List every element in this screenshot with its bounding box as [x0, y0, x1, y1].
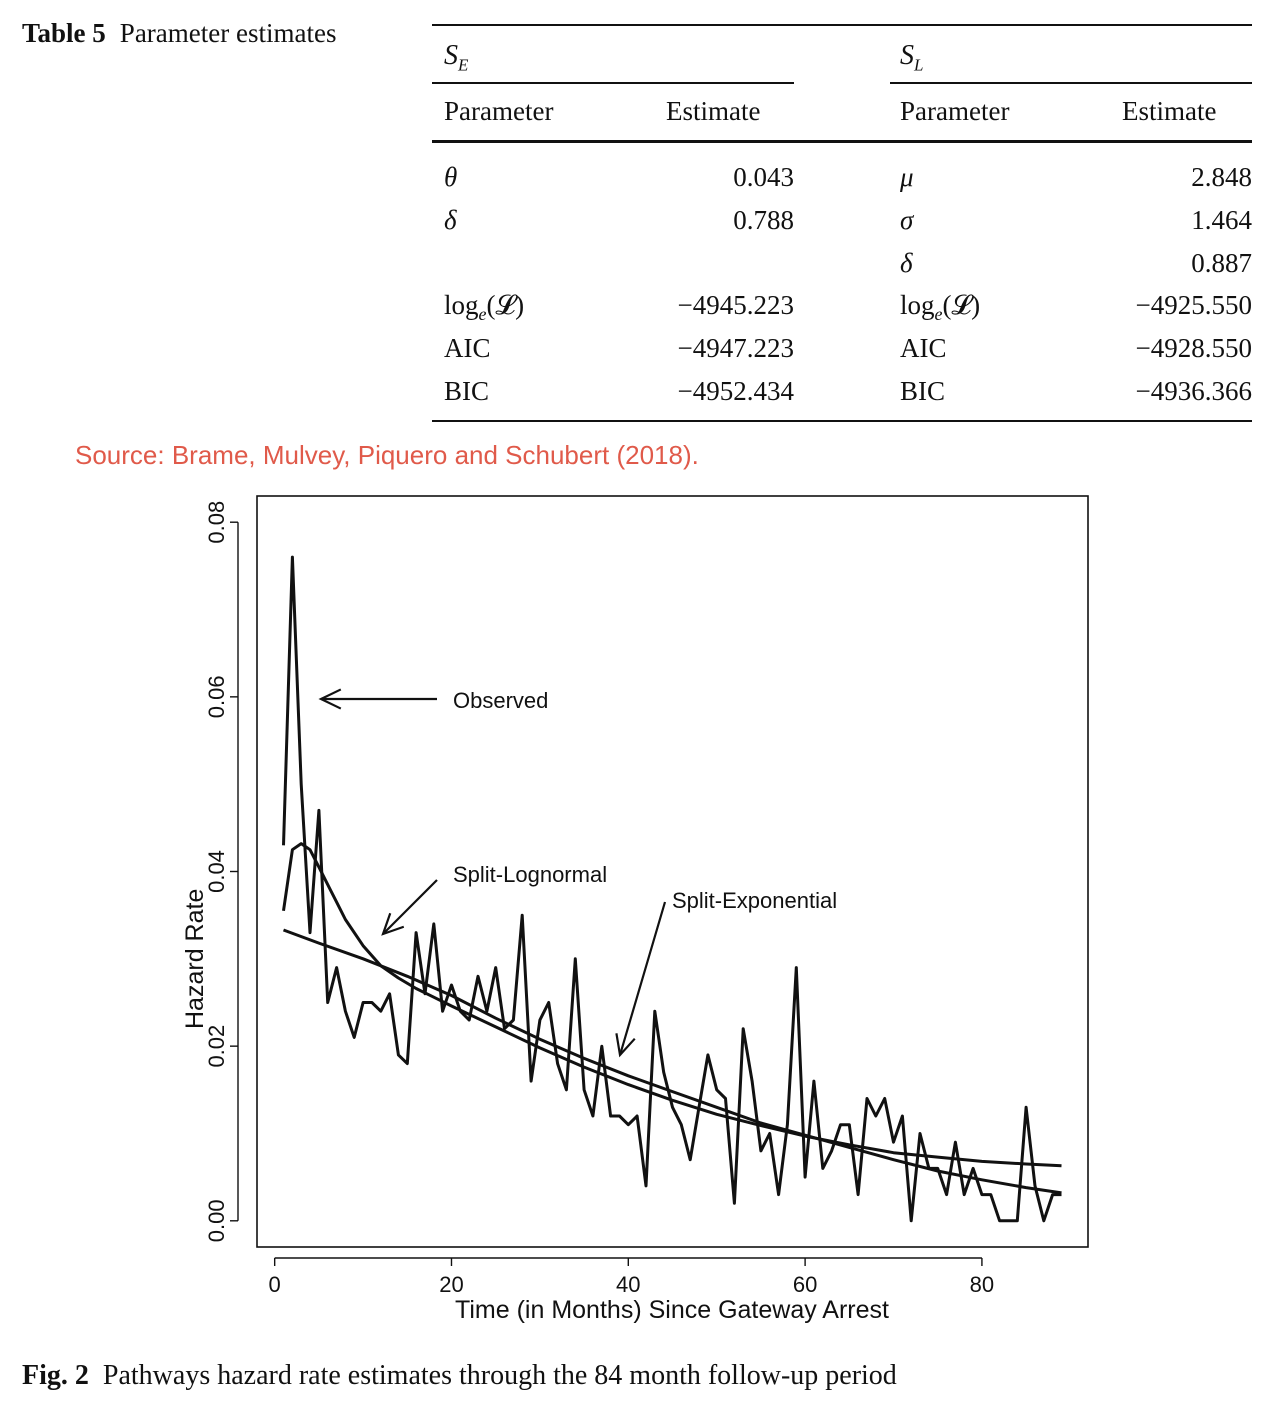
table-cell-estimate: 0.788 [733, 205, 794, 235]
y-tick-label: 0.02 [204, 1025, 229, 1068]
chart-series [282, 555, 1062, 1223]
figure-label: Fig. 2 [22, 1360, 89, 1391]
table-cell-estimate: 0.887 [1191, 248, 1252, 278]
group-header-se: SE [444, 40, 469, 75]
table-cell-param: AIC [444, 333, 491, 363]
table-title: Parameter estimates [119, 18, 337, 48]
table-cell-param: loge(𝓛) [444, 290, 525, 324]
split-lognormal-arrow-head [381, 912, 405, 936]
x-tick-label: 20 [439, 1272, 463, 1297]
observed-label: Observed [453, 688, 548, 713]
table-cell-param: loge(𝓛) [900, 290, 981, 324]
table-cell-estimate: 1.464 [1191, 205, 1252, 235]
observed-arrow-head [318, 688, 342, 710]
header-rule [432, 140, 1252, 143]
table-cell-estimate: −4947.223 [677, 333, 794, 363]
x-tick-label: 60 [793, 1272, 817, 1297]
y-axis-label: Hazard Rate [181, 889, 209, 1029]
split-exponential-arrow-head [615, 1033, 636, 1058]
table-label: Table 5 [22, 18, 106, 48]
split-lognormal-curve [282, 842, 1062, 1168]
group-rule-sl [890, 82, 1252, 84]
split-exponential-arrow [618, 901, 667, 1056]
table-cell-estimate: −4925.550 [1135, 290, 1252, 320]
group-rule-se [432, 82, 794, 84]
x-tick-label: 80 [970, 1272, 994, 1297]
split-exponential-curve [282, 928, 1062, 1195]
source-citation: Source: Brame, Mulvey, Piquero and Schub… [75, 440, 699, 470]
x-tick-label: 40 [616, 1272, 640, 1297]
table-cell-estimate: −4952.434 [677, 376, 794, 406]
chart-annotations: Observed Split-Lognormal Split-Exponential [318, 688, 837, 1058]
split-exponential-label: Split-Exponential [672, 888, 837, 913]
col-header-estimate-right: Estimate [1122, 96, 1217, 126]
hazard-rate-chart: 0 20 40 60 80 Time (in Months) Since Gateway … [181, 495, 1089, 1324]
split-lognormal-arrow [382, 879, 438, 935]
split-lognormal-label: Split-Lognormal [453, 862, 607, 887]
table-cell-param: σ [900, 205, 914, 235]
chart-axes: 0 20 40 60 80 Time (in Months) Since Gateway … [181, 495, 1089, 1324]
table-cell-estimate: −4928.550 [1135, 333, 1252, 363]
table-cell-param: AIC [900, 333, 947, 363]
table-caption: Table 5 Parameter estimates [22, 18, 336, 49]
col-header-parameter-right: Parameter [900, 96, 1010, 126]
table-cell-estimate: 2.848 [1191, 162, 1252, 192]
table-cell-param: θ [444, 162, 458, 192]
y-tick-label: 0.04 [204, 850, 229, 893]
plot-frame [256, 495, 1089, 1248]
table-cell-param: δ [900, 248, 913, 278]
table-cell-param: BIC [444, 376, 490, 406]
y-tick-label: 0.08 [204, 501, 229, 544]
figure-caption: Fig. 2 Pathways hazard rate estimates thr… [22, 1360, 897, 1392]
table-top-rule [432, 24, 1252, 26]
x-tick-label: 0 [269, 1272, 281, 1297]
table-cell-param: BIC [900, 376, 946, 406]
table-cell-estimate: 0.043 [733, 162, 794, 192]
group-header-sl: SL [900, 40, 924, 75]
table-cell-param: μ [900, 162, 914, 192]
col-header-parameter-left: Parameter [444, 96, 554, 126]
figure-caption-text: Pathways hazard rate estimates through t… [102, 1360, 897, 1391]
y-tick-label: 0.06 [204, 675, 229, 718]
table-bottom-rule [432, 420, 1252, 422]
col-header-estimate-left: Estimate [666, 96, 761, 126]
y-tick-label: 0.00 [204, 1199, 229, 1242]
table-cell-param: δ [444, 205, 457, 235]
table-cell-estimate: −4936.366 [1135, 376, 1252, 406]
x-axis-label: Time (in Months) Since Gateway Arrest [455, 1296, 889, 1324]
table-cell-estimate: −4945.223 [677, 290, 794, 320]
